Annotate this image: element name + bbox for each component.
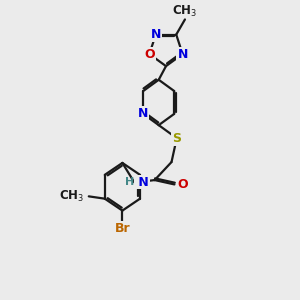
Text: CH$_3$: CH$_3$: [59, 189, 84, 204]
Text: Br: Br: [115, 222, 130, 235]
Text: H: H: [125, 177, 134, 187]
Text: CH$_3$: CH$_3$: [172, 4, 197, 19]
Text: O: O: [144, 48, 155, 61]
Text: O: O: [177, 178, 188, 191]
Text: N: N: [134, 176, 149, 189]
Text: N: N: [177, 48, 188, 61]
Text: N: N: [138, 107, 148, 120]
Text: N: N: [151, 28, 161, 41]
Text: S: S: [172, 132, 181, 145]
